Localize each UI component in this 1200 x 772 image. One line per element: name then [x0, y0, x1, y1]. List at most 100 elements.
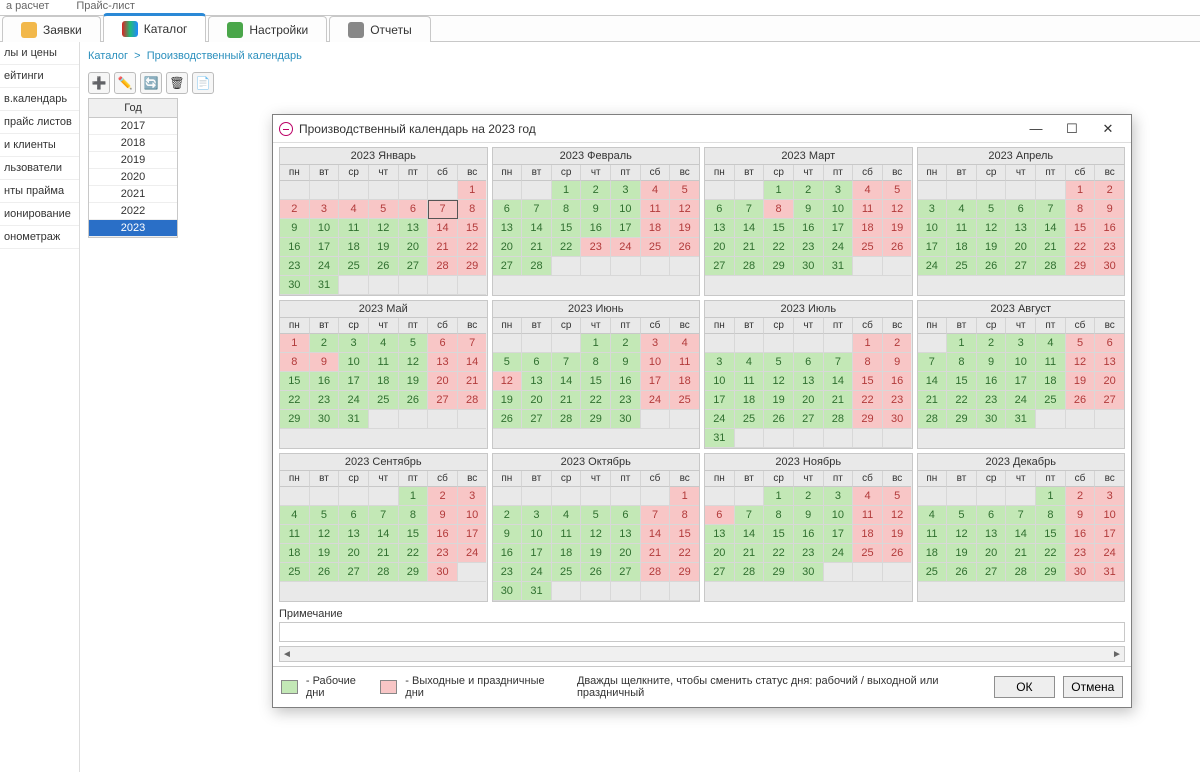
day-cell[interactable]: 3: [310, 200, 340, 219]
day-cell[interactable]: 8: [947, 353, 977, 372]
day-cell[interactable]: 9: [1066, 506, 1096, 525]
day-cell[interactable]: 6: [428, 334, 458, 353]
horizontal-scrollbar[interactable]: ◄ ►: [279, 646, 1125, 662]
day-cell[interactable]: 5: [310, 506, 340, 525]
day-cell[interactable]: 5: [399, 334, 429, 353]
day-cell[interactable]: 6: [705, 200, 735, 219]
day-cell[interactable]: 30: [977, 410, 1007, 429]
day-cell[interactable]: 15: [1066, 219, 1096, 238]
maximize-button[interactable]: ☐: [1055, 118, 1089, 140]
day-cell[interactable]: 20: [493, 238, 523, 257]
day-cell[interactable]: 23: [611, 391, 641, 410]
day-cell[interactable]: 25: [670, 391, 699, 410]
day-cell[interactable]: 2: [883, 334, 912, 353]
day-cell[interactable]: 7: [918, 353, 948, 372]
day-cell[interactable]: 21: [735, 238, 765, 257]
day-cell[interactable]: 22: [552, 238, 582, 257]
day-cell[interactable]: 14: [735, 219, 765, 238]
day-cell[interactable]: 14: [1036, 219, 1066, 238]
day-cell[interactable]: 5: [670, 181, 699, 200]
minimize-button[interactable]: —: [1019, 118, 1053, 140]
day-cell[interactable]: 20: [399, 238, 429, 257]
day-cell[interactable]: 9: [280, 219, 310, 238]
day-cell[interactable]: 9: [1095, 200, 1124, 219]
day-cell[interactable]: 31: [1095, 563, 1124, 582]
day-cell[interactable]: 27: [977, 563, 1007, 582]
day-cell[interactable]: 3: [641, 334, 671, 353]
day-cell[interactable]: 12: [764, 372, 794, 391]
day-cell[interactable]: 11: [947, 219, 977, 238]
day-cell[interactable]: 5: [1066, 334, 1096, 353]
sidebar-item[interactable]: лы и цены: [0, 42, 79, 65]
day-cell[interactable]: 3: [1006, 334, 1036, 353]
day-cell[interactable]: 22: [280, 391, 310, 410]
day-cell[interactable]: 17: [310, 238, 340, 257]
day-cell[interactable]: 25: [1036, 391, 1066, 410]
day-cell[interactable]: 7: [735, 200, 765, 219]
day-cell[interactable]: 14: [552, 372, 582, 391]
sidebar-item[interactable]: онометраж: [0, 226, 79, 249]
day-cell[interactable]: 12: [883, 506, 912, 525]
day-cell[interactable]: 7: [428, 200, 458, 219]
day-cell[interactable]: 21: [1036, 238, 1066, 257]
day-cell[interactable]: 24: [611, 238, 641, 257]
year-row[interactable]: 2021: [89, 186, 177, 203]
day-cell[interactable]: 24: [918, 257, 948, 276]
day-cell[interactable]: 20: [428, 372, 458, 391]
day-cell[interactable]: 8: [581, 353, 611, 372]
day-cell[interactable]: 9: [581, 200, 611, 219]
day-cell[interactable]: 9: [794, 506, 824, 525]
day-cell[interactable]: 11: [670, 353, 699, 372]
day-cell[interactable]: 22: [581, 391, 611, 410]
day-cell[interactable]: 27: [794, 410, 824, 429]
day-cell[interactable]: 4: [339, 200, 369, 219]
day-cell[interactable]: 16: [1066, 525, 1096, 544]
day-cell[interactable]: 21: [735, 544, 765, 563]
day-cell[interactable]: 21: [369, 544, 399, 563]
day-cell[interactable]: 31: [705, 429, 735, 448]
day-cell[interactable]: 13: [705, 219, 735, 238]
day-cell[interactable]: 8: [853, 353, 883, 372]
day-cell[interactable]: 2: [310, 334, 340, 353]
day-cell[interactable]: 1: [947, 334, 977, 353]
day-cell[interactable]: 27: [339, 563, 369, 582]
day-cell[interactable]: 15: [581, 372, 611, 391]
day-cell[interactable]: 31: [1006, 410, 1036, 429]
day-cell[interactable]: 19: [883, 525, 912, 544]
day-cell[interactable]: 30: [794, 563, 824, 582]
year-row[interactable]: 2020: [89, 169, 177, 186]
day-cell[interactable]: 28: [458, 391, 487, 410]
day-cell[interactable]: 14: [522, 219, 552, 238]
day-cell[interactable]: 13: [1095, 353, 1124, 372]
day-cell[interactable]: 3: [1095, 487, 1124, 506]
day-cell[interactable]: 25: [280, 563, 310, 582]
day-cell[interactable]: 22: [764, 544, 794, 563]
day-cell[interactable]: 8: [764, 506, 794, 525]
breadcrumb-root[interactable]: Каталог: [88, 50, 128, 62]
breadcrumb-leaf[interactable]: Производственный календарь: [147, 50, 302, 62]
day-cell[interactable]: 5: [947, 506, 977, 525]
day-cell[interactable]: 3: [522, 506, 552, 525]
year-row[interactable]: 2017: [89, 118, 177, 135]
day-cell[interactable]: 23: [883, 391, 912, 410]
day-cell[interactable]: 26: [947, 563, 977, 582]
day-cell[interactable]: 25: [369, 391, 399, 410]
day-cell[interactable]: 24: [824, 544, 854, 563]
day-cell[interactable]: 29: [670, 563, 699, 582]
day-cell[interactable]: 19: [947, 544, 977, 563]
day-cell[interactable]: 19: [977, 238, 1007, 257]
day-cell[interactable]: 20: [705, 544, 735, 563]
day-cell[interactable]: 19: [670, 219, 699, 238]
day-cell[interactable]: 6: [1006, 200, 1036, 219]
day-cell[interactable]: 25: [552, 563, 582, 582]
day-cell[interactable]: 2: [493, 506, 523, 525]
day-cell[interactable]: 12: [670, 200, 699, 219]
day-cell[interactable]: 23: [428, 544, 458, 563]
day-cell[interactable]: 13: [611, 525, 641, 544]
day-cell[interactable]: 23: [581, 238, 611, 257]
day-cell[interactable]: 1: [552, 181, 582, 200]
day-cell[interactable]: 27: [493, 257, 523, 276]
day-cell[interactable]: 16: [977, 372, 1007, 391]
day-cell[interactable]: 5: [883, 181, 912, 200]
day-cell[interactable]: 1: [1066, 181, 1096, 200]
